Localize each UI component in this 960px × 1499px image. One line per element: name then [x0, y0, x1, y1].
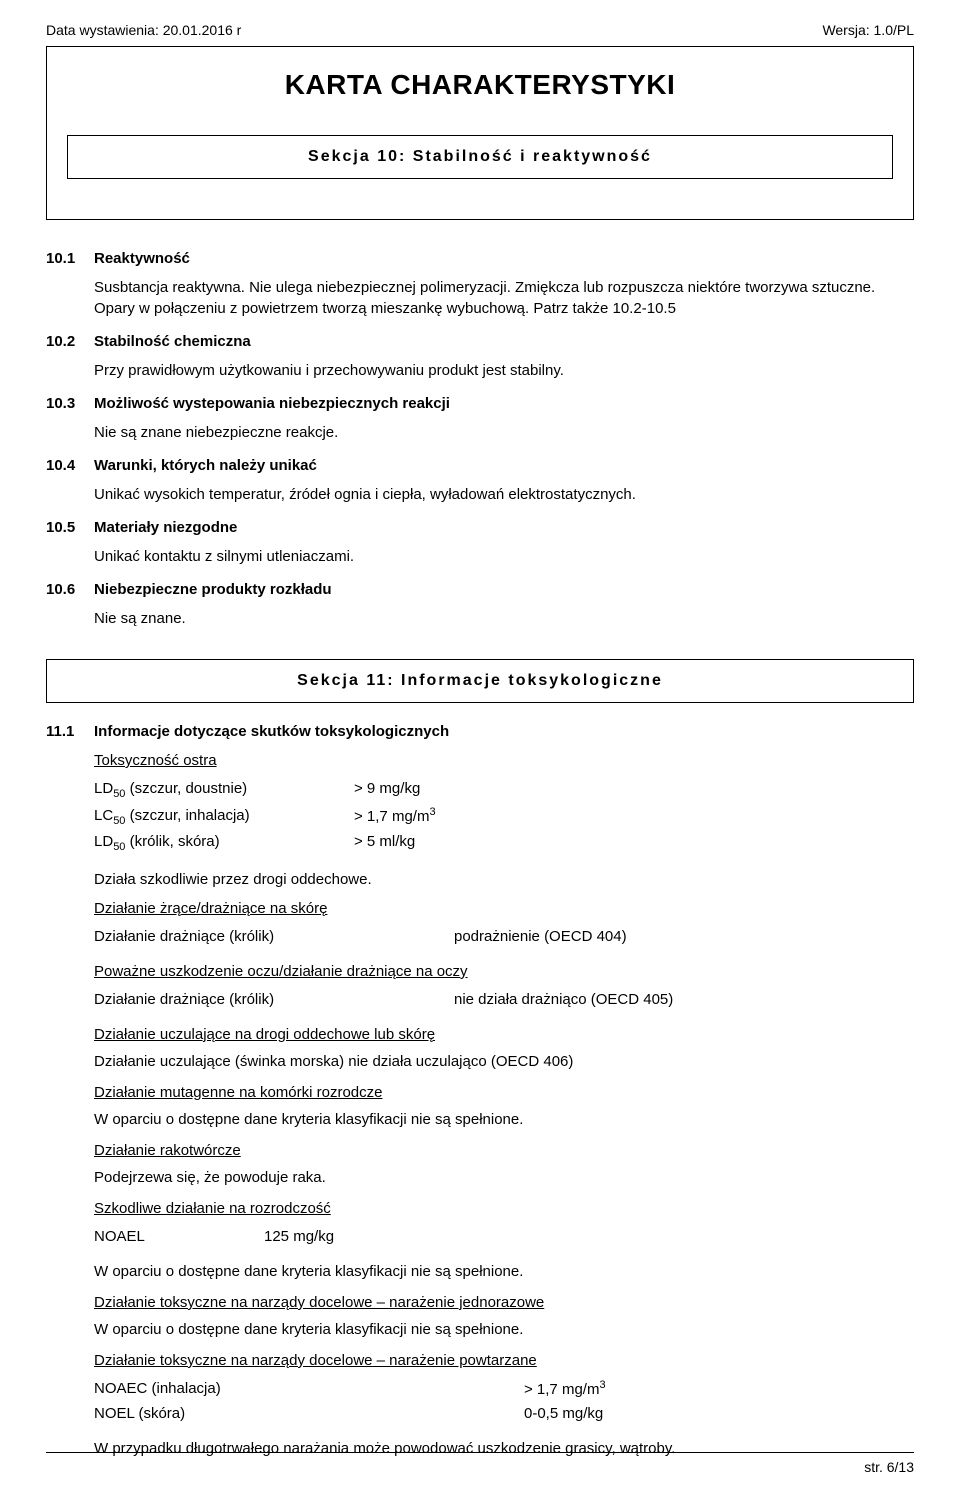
stot-se-heading: Działanie toksyczne na narządy docelowe … [94, 1292, 914, 1313]
body-10-2: Przy prawidłowym użytkowaniu i przechowy… [94, 360, 914, 381]
tox-ld50-dermal-name: LD50 (królik, skóra) [94, 830, 354, 857]
carc-line: Podejrzewa się, że powoduje raka. [94, 1167, 914, 1188]
row-10-5: 10.5 Materiały niezgodne [46, 519, 914, 536]
document-title: KARTA CHARAKTERYSTYKI [47, 69, 913, 101]
num-10-5: 10.5 [46, 519, 94, 536]
muta-line: W oparciu o dostępne dane kryteria klasy… [94, 1109, 914, 1130]
row-10-3: 10.3 Możliwość wystepowania niebezpieczn… [46, 395, 914, 412]
label-10-1: Reaktywność [94, 250, 190, 267]
sens-heading: Działanie uczulające na drogi oddechowe … [94, 1024, 914, 1045]
tox-ld50-oral-name: LD50 (szczur, doustnie) [94, 777, 354, 804]
tox-ld50-oral: LD50 (szczur, doustnie) > 9 mg/kg [94, 777, 914, 804]
tox-lc50-inhal: LC50 (szczur, inhalacja) > 1,7 mg/m3 [94, 804, 914, 831]
label-10-3: Możliwość wystepowania niebezpiecznych r… [94, 395, 450, 412]
section-10-heading: Sekcja 10: Stabilność i reaktywność [68, 148, 892, 166]
row-10-4: 10.4 Warunki, których należy unikać [46, 457, 914, 474]
row-11-1: 11.1 Informacje dotyczące skutków toksyk… [46, 723, 914, 740]
skin-row: Działanie drażniące (królik) podrażnieni… [94, 925, 914, 949]
label-10-5: Materiały niezgodne [94, 519, 237, 536]
header-version: Wersja: 1.0/PL [822, 22, 914, 38]
page-header: Data wystawienia: 20.01.2016 r Wersja: 1… [46, 22, 914, 38]
body-10-6: Nie są znane. [94, 608, 914, 629]
num-10-1: 10.1 [46, 250, 94, 267]
tox-lc50-inhal-val: > 1,7 mg/m3 [354, 804, 436, 831]
label-10-4: Warunki, których należy unikać [94, 457, 317, 474]
header-date: Data wystawienia: 20.01.2016 r [46, 22, 241, 38]
row-10-1: 10.1 Reaktywność [46, 250, 914, 267]
tox-ld50-dermal-val: > 5 ml/kg [354, 830, 415, 857]
body-10-5: Unikać kontaktu z silnymi utleniaczami. [94, 546, 914, 567]
skin-heading: Działanie żrące/drażniące na skórę [94, 898, 914, 919]
tox-table: LD50 (szczur, doustnie) > 9 mg/kg LC50 (… [94, 777, 914, 857]
title-box: KARTA CHARAKTERYSTYKI Sekcja 10: Stabiln… [46, 46, 914, 220]
section-11-heading: Sekcja 11: Informacje toksykologiczne [47, 672, 913, 690]
noael-b: 125 mg/kg [264, 1225, 334, 1249]
noael-a: NOAEL [94, 1225, 264, 1249]
eye-row-a: Działanie drażniące (królik) [94, 988, 454, 1012]
num-10-6: 10.6 [46, 581, 94, 598]
noael-row: NOAEL 125 mg/kg [94, 1225, 914, 1249]
stot-se-criteria: W oparciu o dostępne dane kryteria klasy… [94, 1319, 914, 1340]
noaec-row: NOAEC (inhalacja) > 1,7 mg/m3 NOEL (skór… [94, 1377, 914, 1426]
num-10-3: 10.3 [46, 395, 94, 412]
tox-lc50-inhal-name: LC50 (szczur, inhalacja) [94, 804, 354, 831]
tox-ld50-dermal: LD50 (królik, skóra) > 5 ml/kg [94, 830, 914, 857]
eye-heading: Poważne uszkodzenie oczu/działanie drażn… [94, 961, 914, 982]
repro-criteria: W oparciu o dostępne dane kryteria klasy… [94, 1261, 914, 1282]
body-10-4: Unikać wysokich temperatur, źródeł ognia… [94, 484, 914, 505]
noaec-a: NOAEC (inhalacja) [94, 1377, 524, 1402]
label-11-1: Informacje dotyczące skutków toksykologi… [94, 723, 449, 740]
body-10-1: Susbtancja reaktywna. Nie ulega niebezpi… [94, 277, 914, 319]
noel-b: 0-0,5 mg/kg [524, 1402, 603, 1426]
num-10-2: 10.2 [46, 333, 94, 350]
body-10-3: Nie są znane niebezpieczne reakcje. [94, 422, 914, 443]
carc-heading: Działanie rakotwórcze [94, 1140, 914, 1161]
eye-row: Działanie drażniące (królik) nie działa … [94, 988, 914, 1012]
page-footer: str. 6/13 [46, 1452, 914, 1475]
sens-line: Działanie uczulające (świnka morska) nie… [94, 1051, 914, 1072]
row-10-6: 10.6 Niebezpieczne produkty rozkładu [46, 581, 914, 598]
muta-heading: Działanie mutagenne na komórki rozrodcze [94, 1082, 914, 1103]
label-10-2: Stabilność chemiczna [94, 333, 251, 350]
skin-row-b: podrażnienie (OECD 404) [454, 925, 627, 949]
section-10-bar: Sekcja 10: Stabilność i reaktywność [67, 135, 893, 179]
stot-re-heading: Działanie toksyczne na narządy docelowe … [94, 1350, 914, 1371]
row-10-2: 10.2 Stabilność chemiczna [46, 333, 914, 350]
label-10-6: Niebezpieczne produkty rozkładu [94, 581, 332, 598]
page: Data wystawienia: 20.01.2016 r Wersja: 1… [0, 0, 960, 1499]
skin-row-a: Działanie drażniące (królik) [94, 925, 454, 949]
tox-acute-heading: Toksyczność ostra [94, 750, 914, 771]
num-10-4: 10.4 [46, 457, 94, 474]
num-11-1: 11.1 [46, 723, 94, 740]
tox-ld50-oral-val: > 9 mg/kg [354, 777, 420, 804]
noel-a: NOEL (skóra) [94, 1402, 524, 1426]
section-11-bar: Sekcja 11: Informacje toksykologiczne [46, 659, 914, 703]
repro-heading: Szkodliwe działanie na rozrodczość [94, 1198, 914, 1219]
noaec-b: > 1,7 mg/m3 [524, 1377, 606, 1402]
eye-row-b: nie działa drażniąco (OECD 405) [454, 988, 673, 1012]
respiratory-line: Działa szkodliwie przez drogi oddechowe. [94, 869, 914, 890]
